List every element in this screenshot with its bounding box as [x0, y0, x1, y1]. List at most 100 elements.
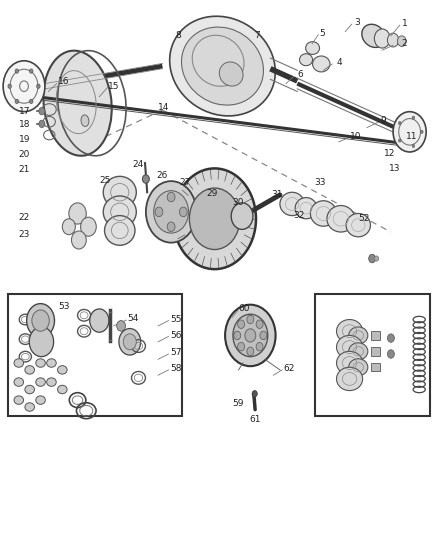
Ellipse shape — [219, 62, 243, 86]
Text: 33: 33 — [314, 178, 325, 187]
Text: 59: 59 — [232, 399, 244, 408]
Circle shape — [260, 331, 267, 340]
Ellipse shape — [313, 56, 330, 72]
Ellipse shape — [47, 359, 56, 367]
Circle shape — [247, 316, 254, 324]
Circle shape — [71, 231, 86, 249]
Text: 61: 61 — [250, 415, 261, 424]
Text: 10: 10 — [350, 132, 361, 141]
Ellipse shape — [349, 343, 368, 360]
Text: 17: 17 — [19, 107, 30, 116]
Circle shape — [399, 139, 401, 142]
Circle shape — [256, 320, 263, 328]
Circle shape — [420, 130, 423, 133]
Circle shape — [167, 222, 175, 231]
Text: 54: 54 — [127, 314, 139, 323]
Text: 16: 16 — [58, 77, 70, 86]
Circle shape — [123, 334, 136, 350]
Circle shape — [189, 188, 240, 249]
Circle shape — [369, 254, 376, 263]
Circle shape — [252, 391, 257, 397]
Ellipse shape — [57, 385, 67, 394]
Circle shape — [3, 61, 45, 112]
Text: 27: 27 — [180, 178, 191, 187]
Circle shape — [233, 314, 268, 357]
Text: 25: 25 — [99, 175, 111, 184]
Ellipse shape — [25, 403, 35, 411]
Text: 23: 23 — [19, 230, 30, 239]
Ellipse shape — [47, 378, 56, 386]
Circle shape — [238, 342, 244, 351]
Ellipse shape — [36, 378, 46, 386]
Circle shape — [29, 327, 53, 357]
Ellipse shape — [362, 25, 385, 47]
Circle shape — [247, 347, 254, 356]
Ellipse shape — [14, 378, 24, 386]
Circle shape — [412, 144, 415, 148]
Circle shape — [256, 342, 263, 351]
Text: 32: 32 — [293, 211, 304, 220]
Text: 31: 31 — [271, 190, 283, 199]
Ellipse shape — [36, 396, 46, 405]
Circle shape — [388, 350, 394, 358]
Circle shape — [399, 122, 401, 125]
Circle shape — [142, 175, 149, 183]
Text: 29: 29 — [206, 189, 217, 198]
Circle shape — [8, 84, 11, 88]
Circle shape — [32, 310, 49, 331]
Ellipse shape — [14, 359, 24, 367]
Circle shape — [29, 99, 33, 103]
Ellipse shape — [36, 359, 46, 367]
Bar — [371, 363, 380, 372]
Text: 58: 58 — [170, 364, 182, 373]
Circle shape — [154, 191, 188, 233]
Circle shape — [39, 120, 45, 127]
Circle shape — [155, 207, 163, 216]
Ellipse shape — [349, 327, 368, 344]
Circle shape — [146, 181, 196, 243]
Text: 53: 53 — [58, 302, 70, 311]
Circle shape — [29, 69, 33, 73]
Bar — [315, 294, 430, 416]
Ellipse shape — [349, 359, 368, 376]
Circle shape — [69, 203, 86, 224]
Ellipse shape — [103, 196, 136, 228]
Ellipse shape — [280, 192, 304, 216]
Ellipse shape — [336, 367, 363, 391]
Circle shape — [393, 112, 426, 152]
Circle shape — [15, 99, 18, 103]
Circle shape — [180, 207, 187, 216]
Circle shape — [27, 304, 54, 337]
Circle shape — [412, 116, 415, 119]
Text: 5: 5 — [319, 29, 325, 38]
Ellipse shape — [25, 385, 35, 394]
Ellipse shape — [43, 51, 112, 156]
Text: 62: 62 — [283, 364, 295, 373]
Ellipse shape — [336, 319, 363, 343]
Circle shape — [225, 305, 276, 366]
Ellipse shape — [295, 198, 317, 219]
Circle shape — [374, 29, 390, 48]
Circle shape — [117, 320, 125, 331]
Ellipse shape — [336, 351, 363, 375]
Ellipse shape — [336, 335, 363, 359]
Text: 1: 1 — [402, 19, 407, 28]
Text: 8: 8 — [176, 31, 181, 41]
Text: 21: 21 — [19, 165, 30, 174]
Circle shape — [37, 84, 40, 88]
Circle shape — [15, 69, 18, 73]
Ellipse shape — [170, 16, 276, 116]
Ellipse shape — [25, 366, 35, 374]
Circle shape — [173, 168, 256, 269]
Circle shape — [388, 334, 394, 342]
Text: 55: 55 — [170, 315, 182, 324]
Circle shape — [374, 256, 379, 261]
Text: 30: 30 — [232, 198, 244, 207]
Circle shape — [231, 203, 253, 229]
Ellipse shape — [346, 214, 371, 237]
Ellipse shape — [306, 42, 320, 54]
Bar — [371, 347, 380, 356]
Ellipse shape — [300, 54, 313, 66]
Text: 14: 14 — [158, 103, 170, 112]
Text: 19: 19 — [19, 135, 30, 144]
